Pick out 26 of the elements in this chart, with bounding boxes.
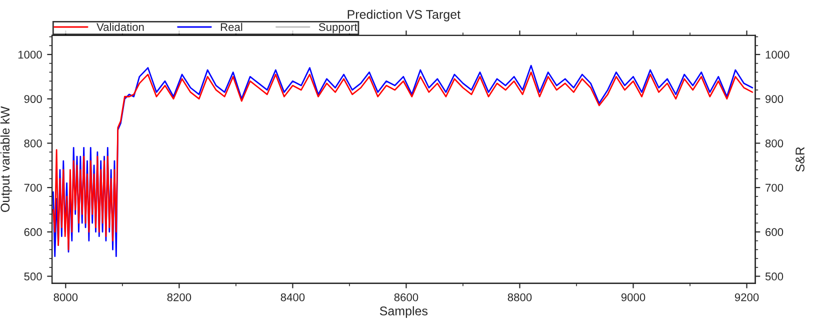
x-tick-label: 8000 bbox=[54, 293, 78, 302]
chart-title: Prediction VS Target bbox=[348, 10, 460, 22]
y2-tick-label: 700 bbox=[766, 184, 784, 192]
y-tick-label: 800 bbox=[24, 139, 42, 148]
y-tick-label: 700 bbox=[24, 184, 42, 192]
x-tick-label: 8600 bbox=[394, 293, 418, 302]
y2-tick-label: 1000 bbox=[766, 50, 790, 59]
y2-axis-title: S&R bbox=[796, 147, 804, 172]
x-tick-label: 8800 bbox=[508, 293, 532, 302]
y-tick-label: 600 bbox=[24, 228, 42, 236]
y2-tick-label: 800 bbox=[765, 139, 784, 148]
y-tick-label: 1000 bbox=[18, 50, 42, 59]
legend-label: Real bbox=[220, 22, 242, 31]
legend-label: Validation bbox=[96, 22, 144, 31]
y-tick-label: 900 bbox=[24, 95, 42, 103]
x-tick-label: 9000 bbox=[621, 293, 646, 302]
y-axis-title: Output variable kW bbox=[0, 106, 12, 212]
y2-tick-label: 600 bbox=[766, 228, 784, 236]
x-axis-title: Samples bbox=[380, 306, 428, 318]
x-tick-label: 8200 bbox=[167, 293, 192, 302]
y-tick-label: 500 bbox=[24, 272, 42, 280]
x-tick-label: 9200 bbox=[734, 293, 759, 302]
y2-tick-label: 500 bbox=[765, 272, 784, 280]
y2-tick-label: 900 bbox=[766, 95, 784, 103]
x-tick-label: 8400 bbox=[280, 293, 305, 302]
legend-label: Support bbox=[318, 23, 358, 34]
